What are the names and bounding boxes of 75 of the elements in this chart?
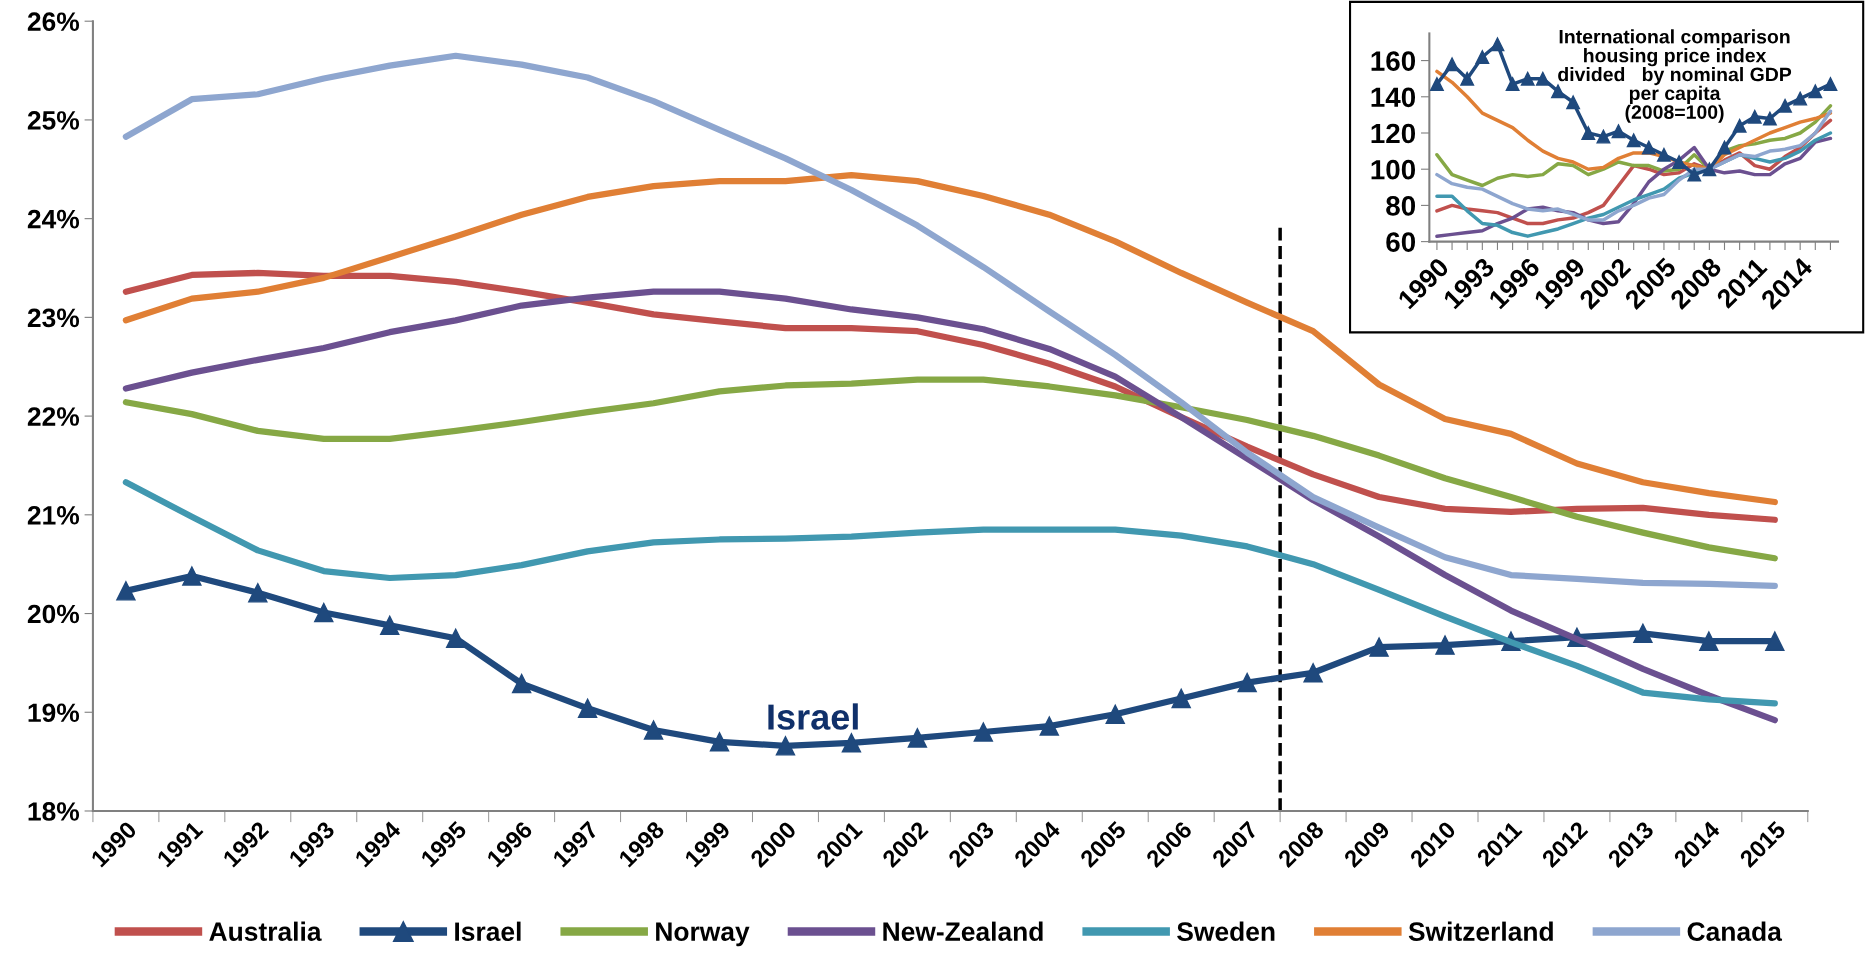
legend-label: Australia (209, 921, 322, 941)
point (643, 720, 664, 740)
point (445, 628, 466, 648)
point (709, 732, 730, 752)
point (1490, 37, 1505, 52)
point (1765, 631, 1785, 651)
point (116, 581, 136, 601)
legend-label: Norway (656, 922, 750, 947)
point (1657, 147, 1671, 162)
point (1808, 84, 1823, 99)
annotation: Israel (768, 703, 858, 730)
point (841, 733, 862, 753)
point (1171, 688, 1191, 709)
point (775, 736, 796, 756)
point (1581, 126, 1596, 140)
point (1672, 155, 1687, 169)
point (511, 673, 532, 694)
point (577, 698, 598, 719)
y-tick-label: 21% (27, 505, 80, 525)
point (1505, 77, 1520, 92)
legend-label: Israel (455, 921, 521, 941)
y-tick-label: 80 (1386, 196, 1416, 216)
point (1793, 91, 1808, 106)
point (1633, 623, 1653, 644)
point (1823, 77, 1838, 92)
point (1732, 118, 1747, 133)
point (1762, 111, 1777, 126)
y-tick-label: 140 (1371, 87, 1416, 108)
point (1687, 167, 1702, 182)
point (1105, 704, 1125, 724)
y-tick-label: 24% (27, 209, 80, 229)
point (1303, 663, 1323, 683)
point (182, 566, 202, 586)
point (1520, 71, 1535, 86)
text: International comparison housing price index divided by nominal GDP per capita (2008=100) (1558, 29, 1792, 123)
point (1535, 71, 1550, 86)
y-tick-label: 60 (1386, 232, 1416, 252)
y-tick-label: 25% (27, 111, 80, 130)
point (1237, 672, 1257, 693)
legend-label: New-Zealand (883, 921, 1043, 941)
point (1611, 124, 1626, 139)
point (973, 722, 994, 742)
point (1778, 98, 1792, 113)
point (1475, 50, 1490, 64)
point (1551, 84, 1565, 99)
point (248, 583, 268, 603)
point (1445, 57, 1460, 72)
point (1717, 140, 1732, 155)
point (1699, 631, 1719, 651)
point (1369, 637, 1389, 657)
point (1429, 77, 1444, 92)
y-tick-label: 18% (28, 802, 80, 821)
y-tick-label: 160 (1371, 51, 1416, 71)
point (1435, 635, 1455, 655)
y-tick-label: 20% (27, 604, 80, 624)
y-tick-label: 26% (27, 12, 80, 32)
y-tick-label: 100 (1371, 159, 1416, 180)
point (314, 602, 334, 623)
y-tick-label: 120 (1371, 123, 1416, 144)
point (1747, 109, 1762, 124)
point (1566, 95, 1581, 110)
y-tick-label: 22% (27, 407, 80, 426)
point (1460, 71, 1475, 86)
point (1626, 133, 1641, 148)
legend-label: Canada (1687, 921, 1783, 941)
point (1596, 129, 1611, 144)
point (380, 615, 400, 636)
legend-label: Sweden (1177, 921, 1275, 941)
legend-label: Switzerland (1408, 921, 1553, 941)
y-tick-label: 23% (27, 308, 80, 328)
point (1702, 162, 1717, 177)
y-tick-label: 19% (28, 703, 80, 723)
point (907, 728, 928, 748)
point (1039, 716, 1060, 736)
point (1641, 140, 1656, 155)
